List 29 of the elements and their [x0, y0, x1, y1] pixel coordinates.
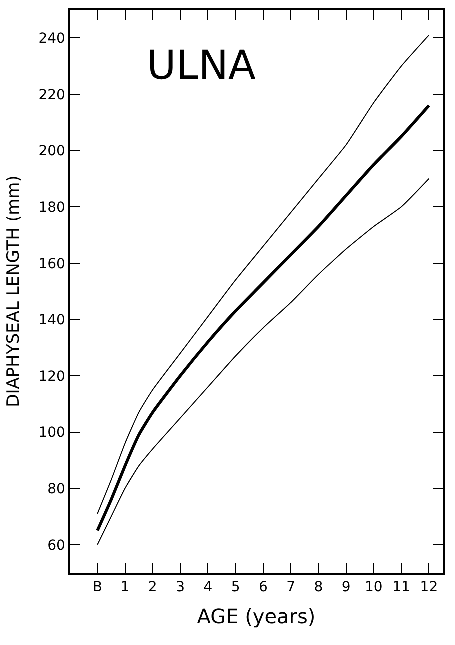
y-tick-label: 60: [48, 538, 66, 554]
y-tick-label: 140: [38, 312, 66, 329]
y-tick-label: 160: [38, 256, 66, 272]
x-tick-label: 4: [204, 580, 213, 596]
x-tick-label: 12: [420, 580, 438, 596]
x-axis-title: AGE (years): [197, 604, 316, 629]
y-tick-label: 180: [38, 200, 66, 216]
annotation: ULNA: [147, 43, 256, 89]
y-tick-label: 120: [38, 368, 66, 385]
y-axis-title: DIAPHYSEAL LENGTH (mm): [4, 176, 24, 408]
x-tick-label: 8: [314, 580, 324, 596]
y-tick-label: 220: [38, 87, 66, 104]
x-tick-label: 3: [176, 580, 185, 596]
x-tick-label: 2: [148, 580, 158, 596]
line-series: [97, 34, 430, 514]
x-tick-label: 9: [342, 580, 351, 596]
x-tick-label: 5: [231, 580, 240, 596]
line-series: [97, 178, 430, 546]
x-tick-label: 6: [258, 580, 268, 596]
y-tick-label: 100: [38, 425, 66, 442]
y-tick-label: 200: [38, 144, 66, 160]
line-series: [96, 104, 431, 532]
x-tick-label: 10: [365, 580, 383, 596]
x-tick-label: B: [92, 580, 102, 596]
y-tick-label: 240: [38, 31, 66, 48]
x-tick-label: 1: [120, 580, 130, 596]
x-tick-label: 11: [392, 580, 410, 596]
x-tick-label: 7: [286, 580, 296, 596]
y-tick-label: 80: [48, 481, 66, 498]
